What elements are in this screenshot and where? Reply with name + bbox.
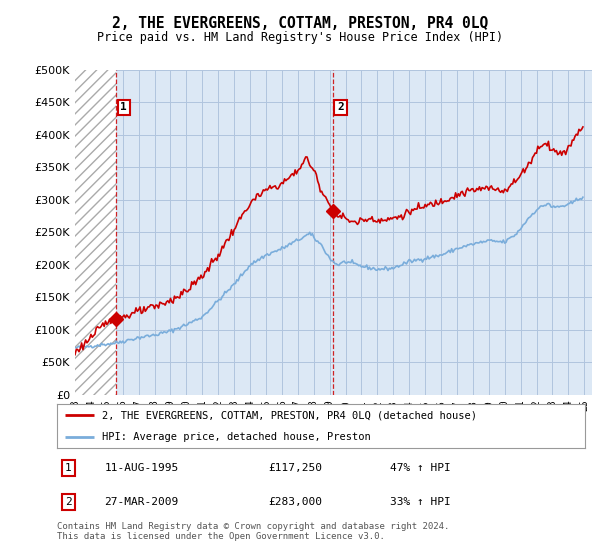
Text: 2, THE EVERGREENS, COTTAM, PRESTON, PR4 0LQ (detached house): 2, THE EVERGREENS, COTTAM, PRESTON, PR4 … [102, 410, 477, 420]
Text: 2, THE EVERGREENS, COTTAM, PRESTON, PR4 0LQ: 2, THE EVERGREENS, COTTAM, PRESTON, PR4 … [112, 16, 488, 31]
Text: £283,000: £283,000 [268, 497, 322, 507]
Text: 1: 1 [65, 463, 71, 473]
Text: 2: 2 [337, 102, 344, 113]
Text: 47% ↑ HPI: 47% ↑ HPI [389, 463, 451, 473]
Text: £117,250: £117,250 [268, 463, 322, 473]
Text: 11-AUG-1995: 11-AUG-1995 [104, 463, 179, 473]
Text: 1: 1 [121, 102, 127, 113]
Text: Contains HM Land Registry data © Crown copyright and database right 2024.
This d: Contains HM Land Registry data © Crown c… [57, 522, 449, 542]
Text: 2: 2 [65, 497, 71, 507]
Text: 33% ↑ HPI: 33% ↑ HPI [389, 497, 451, 507]
Text: HPI: Average price, detached house, Preston: HPI: Average price, detached house, Pres… [102, 432, 371, 442]
Text: Price paid vs. HM Land Registry's House Price Index (HPI): Price paid vs. HM Land Registry's House … [97, 31, 503, 44]
Text: 27-MAR-2009: 27-MAR-2009 [104, 497, 179, 507]
